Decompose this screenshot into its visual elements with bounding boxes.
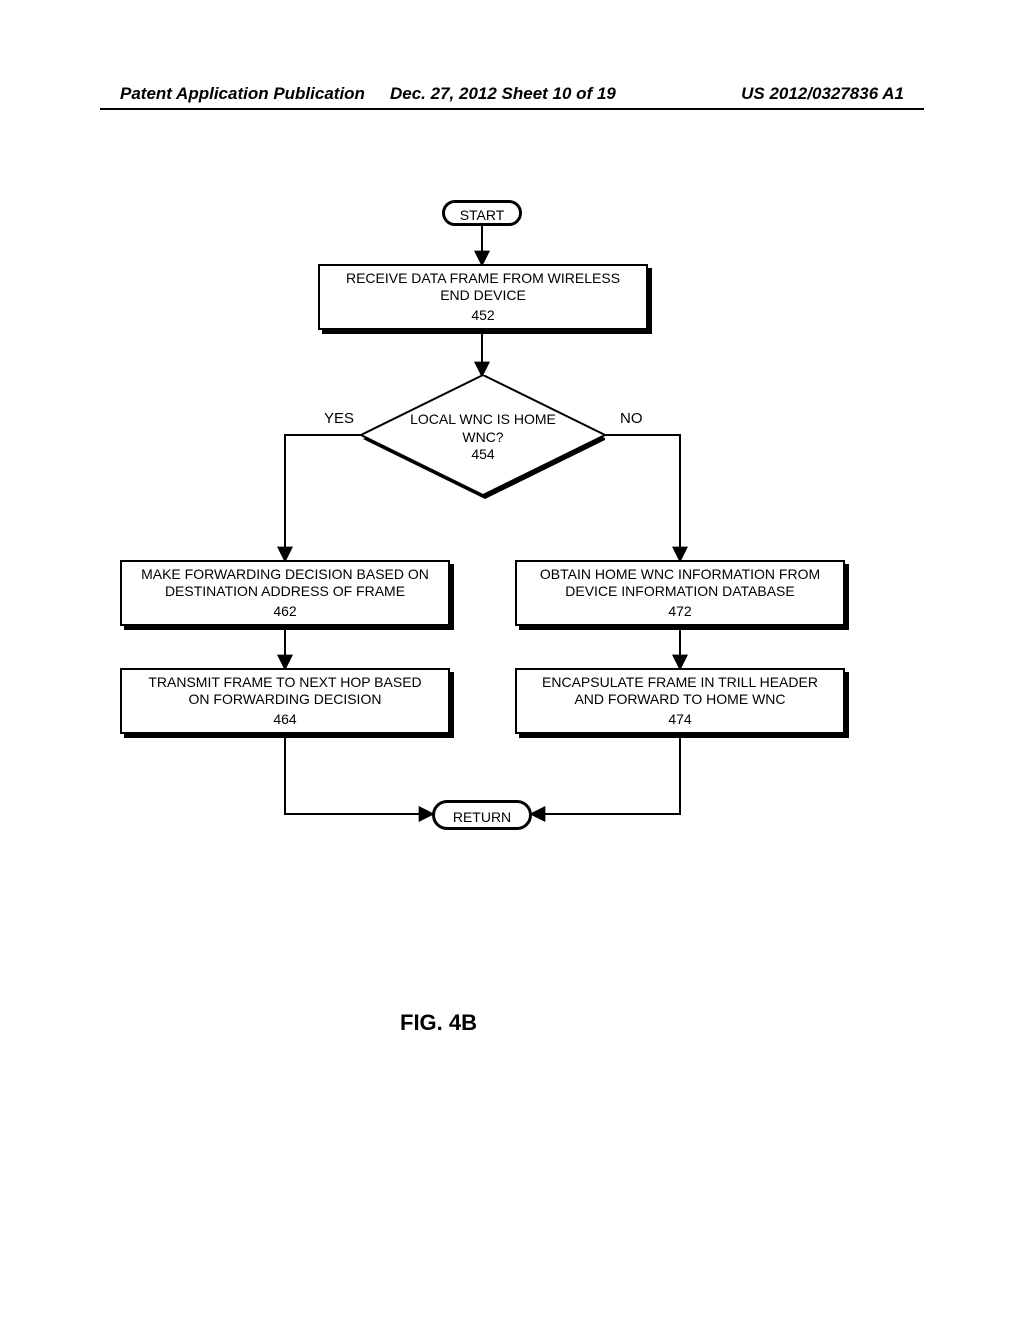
process-472-line1: OBTAIN HOME WNC INFORMATION FROM [540,566,820,584]
start-label: START [460,207,505,223]
header-publication: Patent Application Publication [120,84,365,104]
process-464-line2: ON FORWARDING DECISION [189,691,382,709]
flowchart: START RECEIVE DATA FRAME FROM WIRELESS E… [120,200,904,960]
process-462-line2: DESTINATION ADDRESS OF FRAME [165,583,405,601]
return-terminal: RETURN [432,800,532,830]
header-rule [100,108,924,110]
figure-caption: FIG. 4B [400,1010,477,1036]
process-474-line1: ENCAPSULATE FRAME IN TRILL HEADER [542,674,818,692]
process-472: OBTAIN HOME WNC INFORMATION FROM DEVICE … [515,560,845,626]
process-474-line2: AND FORWARD TO HOME WNC [574,691,785,709]
process-464: TRANSMIT FRAME TO NEXT HOP BASED ON FORW… [120,668,450,734]
header-pub-number: US 2012/0327836 A1 [741,84,904,104]
process-452-line2: END DEVICE [440,287,526,305]
return-label: RETURN [453,809,511,825]
yes-label: YES [324,410,354,427]
decision-454-ref: 454 [471,446,494,462]
process-462-line1: MAKE FORWARDING DECISION BASED ON [141,566,429,584]
process-462-ref: 462 [273,603,296,621]
decision-454-line1: LOCAL WNC IS HOME [410,411,556,427]
start-terminal: START [442,200,522,226]
process-452-ref: 452 [471,307,494,325]
process-474-ref: 474 [668,711,691,729]
process-452-line1: RECEIVE DATA FRAME FROM WIRELESS [346,270,620,288]
decision-454-text: LOCAL WNC IS HOME WNC? 454 [361,411,605,464]
process-452: RECEIVE DATA FRAME FROM WIRELESS END DEV… [318,264,648,330]
no-label: NO [620,410,643,427]
decision-454: LOCAL WNC IS HOME WNC? 454 [361,375,605,495]
process-472-line2: DEVICE INFORMATION DATABASE [565,583,794,601]
process-474: ENCAPSULATE FRAME IN TRILL HEADER AND FO… [515,668,845,734]
process-464-ref: 464 [273,711,296,729]
decision-454-line2: WNC? [462,429,503,445]
process-464-line1: TRANSMIT FRAME TO NEXT HOP BASED [148,674,421,692]
process-472-ref: 472 [668,603,691,621]
process-462: MAKE FORWARDING DECISION BASED ON DESTIN… [120,560,450,626]
header-date-sheet: Dec. 27, 2012 Sheet 10 of 19 [390,84,616,104]
